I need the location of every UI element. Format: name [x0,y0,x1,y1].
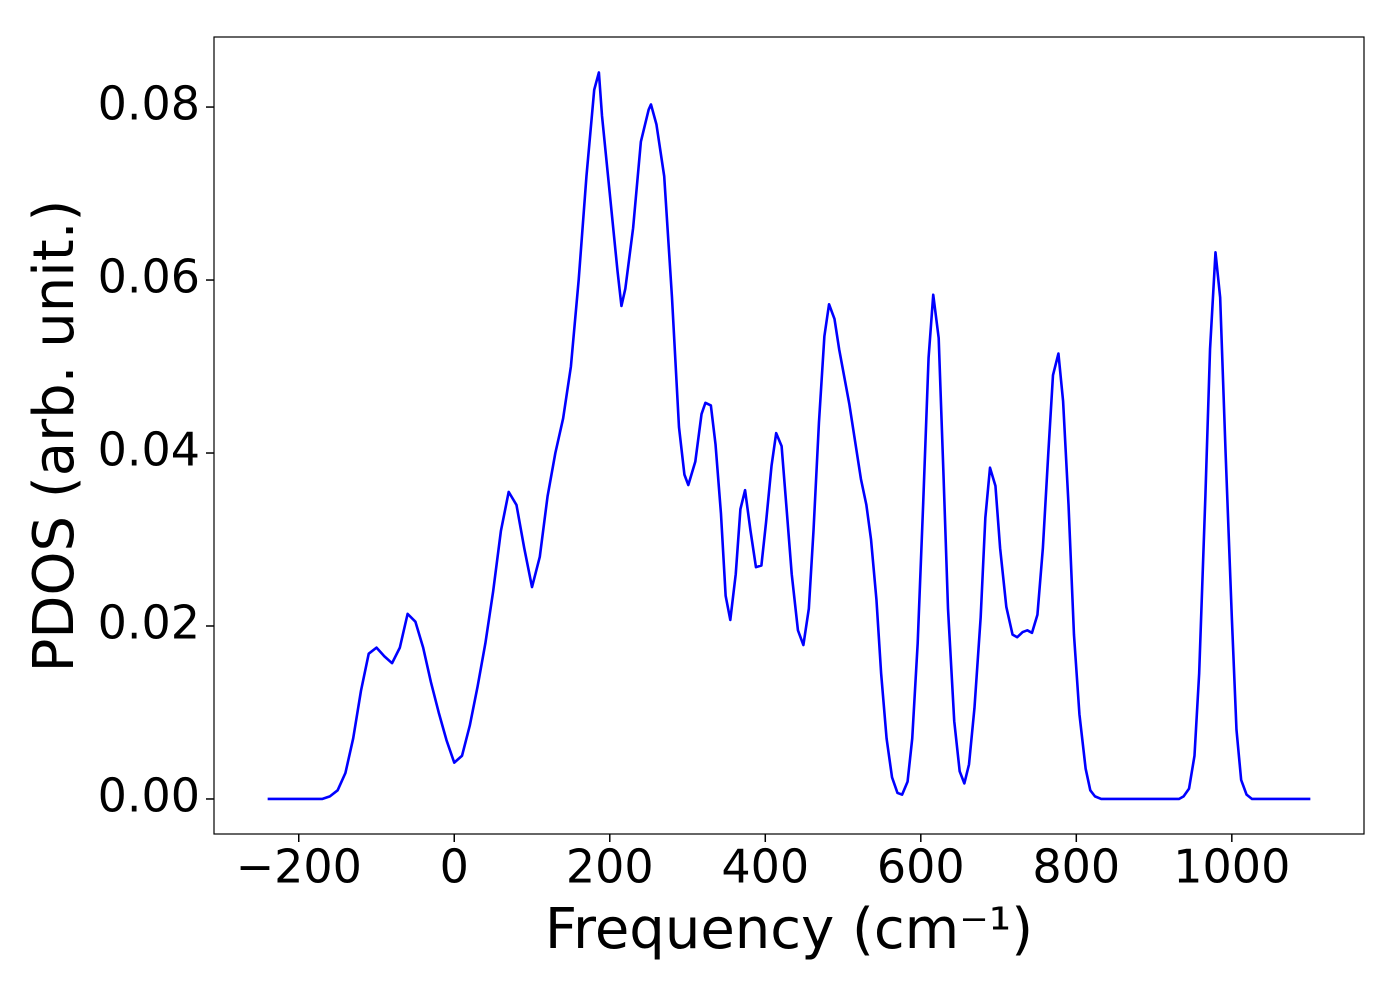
x-tick-label: 200 [566,840,654,894]
y-tick-label: 0.04 [98,423,200,477]
x-tick-label: 600 [877,840,965,894]
x-tick-label: 1000 [1173,840,1290,894]
y-tick-label: 0.02 [98,595,200,649]
x-axis-label: Frequency (cm⁻¹) [545,897,1033,962]
y-axis-label: PDOS (arb. unit.) [22,200,87,673]
plot-frame [213,36,1365,835]
x-tick-label: 400 [721,840,809,894]
pdos-line [267,71,1311,801]
x-tick-label: 0 [440,840,469,894]
x-tick-label: 800 [1032,840,1120,894]
y-tick-label: 0.06 [98,250,200,304]
y-tick-label: 0.00 [98,768,200,822]
x-tick-label: −200 [236,840,362,894]
y-tick-label: 0.08 [98,77,200,131]
